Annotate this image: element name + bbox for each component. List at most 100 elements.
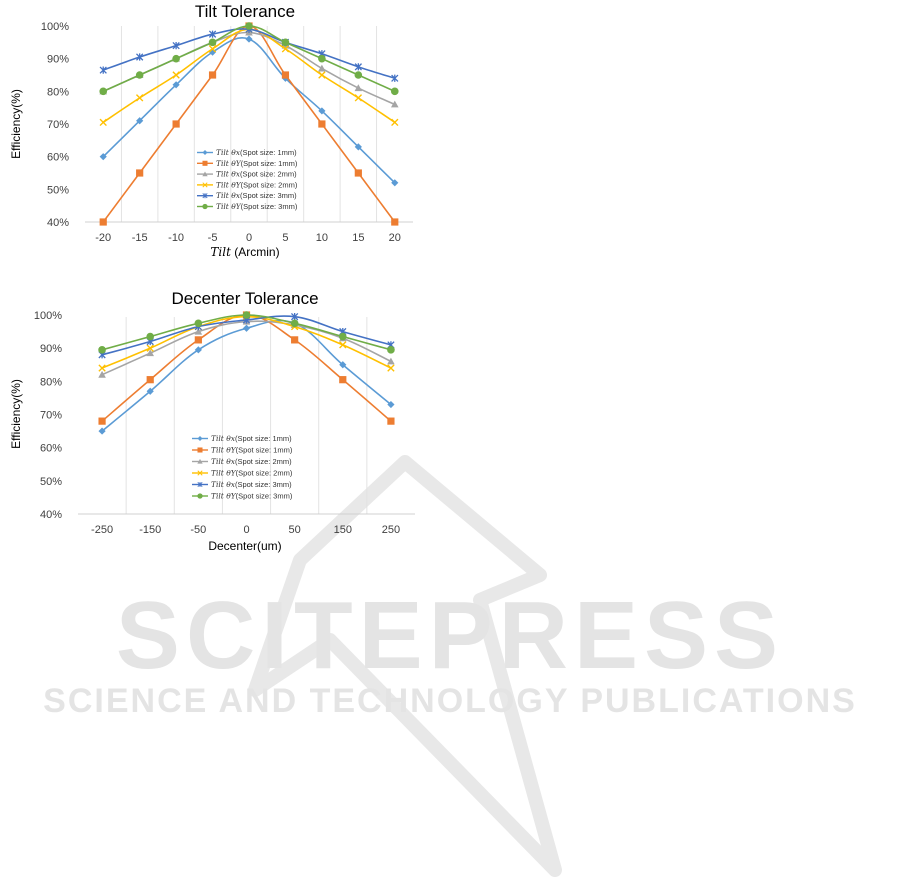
x-tick-label: 15 bbox=[352, 232, 364, 244]
x-tick-label: -20 bbox=[95, 232, 111, 244]
watermark-swoosh-shape bbox=[248, 455, 562, 877]
legend-swatch-marker bbox=[202, 171, 208, 177]
data-point bbox=[354, 143, 362, 151]
legend-label-spot-size: (Spot size: 1mm) bbox=[235, 434, 292, 443]
data-point bbox=[99, 218, 107, 226]
x-tick-label: 150 bbox=[334, 524, 352, 536]
data-point bbox=[281, 71, 290, 79]
x-tick-label: 0 bbox=[246, 232, 252, 244]
data-point bbox=[242, 311, 251, 319]
legend-label-math: Tilt θY bbox=[216, 202, 242, 211]
data-point bbox=[135, 94, 144, 102]
legend-swatch-marker bbox=[202, 182, 208, 188]
data-point bbox=[391, 179, 399, 187]
legend-swatch-marker bbox=[202, 193, 208, 199]
legend-label: Tilt θx(Spot size: 3mm) bbox=[211, 480, 292, 489]
legend-label-spot-size: (Spot size: 2mm) bbox=[240, 170, 297, 179]
publisher-watermark: SCITEPRESS SCIENCE AND TECHNOLOGY PUBLIC… bbox=[43, 455, 857, 877]
legend-swatch-marker bbox=[197, 470, 203, 476]
y-tick-label: 60% bbox=[47, 152, 69, 164]
legend-label-math: Tilt θx bbox=[216, 191, 241, 200]
y-tick-label: 100% bbox=[41, 21, 69, 33]
data-point bbox=[99, 153, 107, 161]
data-point bbox=[318, 107, 326, 115]
data-point bbox=[391, 74, 399, 82]
data-point bbox=[136, 169, 144, 177]
x-axis-label: Decenter(um) bbox=[208, 539, 281, 553]
data-point bbox=[194, 346, 202, 354]
legend-label-math: Tilt θx bbox=[216, 170, 241, 179]
legend-label-spot-size: (Spot size: 3mm) bbox=[240, 191, 297, 200]
x-tick-label: -150 bbox=[139, 524, 161, 536]
data-point bbox=[146, 332, 155, 341]
data-point bbox=[354, 169, 362, 177]
data-point bbox=[338, 332, 347, 341]
y-tick-label: 90% bbox=[47, 54, 69, 66]
y-tick-label: 50% bbox=[47, 184, 69, 196]
legend-item: Tilt θY(Spot size: 3mm) bbox=[192, 492, 293, 501]
legend-item: Tilt θx(Spot size: 3mm) bbox=[192, 480, 292, 489]
legend-item: Tilt θx(Spot size: 2mm) bbox=[192, 457, 292, 466]
legend-label: Tilt θx(Spot size: 1mm) bbox=[211, 434, 292, 443]
data-point bbox=[281, 38, 290, 47]
data-point bbox=[194, 319, 203, 328]
data-point bbox=[318, 54, 326, 63]
data-point bbox=[98, 346, 106, 354]
data-point bbox=[242, 324, 251, 332]
data-point bbox=[387, 364, 395, 372]
legend-swatch-marker bbox=[197, 481, 203, 488]
data-point bbox=[354, 71, 363, 79]
x-tick-label: 50 bbox=[289, 524, 301, 536]
chart-title: Decenter Tolerance bbox=[171, 289, 318, 308]
legend-label-math: Tilt θY bbox=[211, 446, 237, 455]
legend-label: Tilt θY(Spot size: 2mm) bbox=[216, 180, 298, 189]
y-tick-label: 50% bbox=[40, 476, 62, 488]
legend-swatch-marker bbox=[197, 435, 203, 442]
series-6 bbox=[99, 22, 399, 96]
data-point bbox=[318, 120, 326, 128]
data-point bbox=[172, 41, 180, 50]
legend-label-spot-size: (Spot size: 2mm) bbox=[235, 457, 292, 466]
x-axis-label: Tilt (Arcmin) bbox=[210, 245, 279, 259]
legend-label-spot-size: (Spot size: 2mm) bbox=[241, 180, 298, 189]
data-point bbox=[194, 336, 202, 344]
y-axis-label: Efficiency(%) bbox=[9, 89, 23, 159]
data-point bbox=[146, 376, 154, 384]
watermark-sub-text: SCIENCE AND TECHNOLOGY PUBLICATIONS bbox=[43, 682, 857, 720]
data-point bbox=[99, 118, 107, 127]
legend-item: Tilt θY(Spot size: 1mm) bbox=[197, 159, 298, 168]
data-point bbox=[387, 400, 395, 409]
series-line bbox=[102, 28, 396, 124]
data-point bbox=[354, 63, 362, 71]
data-point bbox=[290, 319, 299, 328]
watermark-main-text: SCITEPRESS bbox=[116, 582, 784, 689]
legend-label: Tilt θY(Spot size: 3mm) bbox=[211, 492, 293, 501]
legend-item: Tilt θY(Spot size: 2mm) bbox=[192, 469, 293, 478]
legend-label: Tilt θY(Spot size: 1mm) bbox=[211, 446, 293, 455]
x-axis-label-math: Tilt bbox=[210, 245, 231, 259]
data-point bbox=[172, 120, 180, 128]
data-point bbox=[318, 64, 326, 72]
legend-item: Tilt θx(Spot size: 1mm) bbox=[192, 434, 292, 443]
decenter-tolerance-chart: Decenter Tolerance Efficiency(%) Decente… bbox=[9, 289, 415, 553]
legend-label-math: Tilt θx bbox=[211, 434, 236, 443]
legend-swatch-marker bbox=[202, 149, 208, 156]
data-point bbox=[136, 117, 144, 125]
legend-item: Tilt θY(Spot size: 3mm) bbox=[197, 202, 298, 211]
data-point bbox=[146, 349, 155, 357]
legend-label-spot-size: (Spot size: 1mm) bbox=[241, 159, 298, 168]
legend-item: Tilt θx(Spot size: 1mm) bbox=[197, 148, 297, 157]
data-point bbox=[194, 327, 203, 335]
legend-swatch-marker bbox=[197, 447, 203, 453]
data-point bbox=[98, 370, 106, 378]
data-point bbox=[245, 35, 253, 43]
x-tick-label: 250 bbox=[382, 524, 400, 536]
data-point bbox=[290, 312, 299, 321]
legend-label-math: Tilt θx bbox=[211, 480, 236, 489]
data-point bbox=[208, 45, 217, 53]
legend-swatch-marker bbox=[197, 493, 203, 499]
legend-label-math: Tilt θY bbox=[211, 492, 237, 501]
legend: Tilt θx(Spot size: 1mm)Tilt θY(Spot size… bbox=[197, 148, 298, 211]
legend-label-spot-size: (Spot size: 2mm) bbox=[236, 469, 293, 478]
